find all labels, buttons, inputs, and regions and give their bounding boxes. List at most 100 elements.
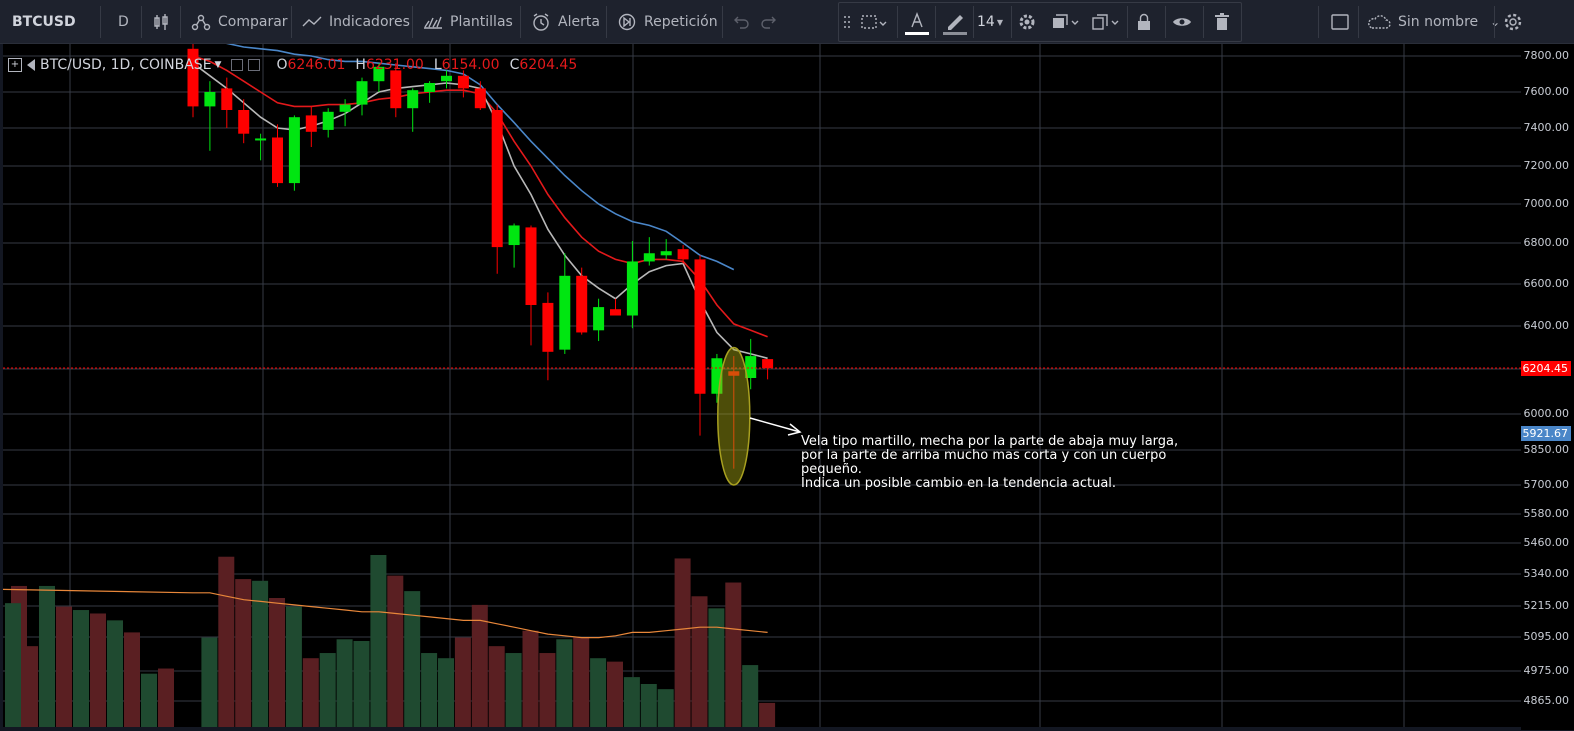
- candle-body: [305, 115, 317, 132]
- visual-order-button[interactable]: [1051, 3, 1081, 41]
- candle-body: [745, 356, 757, 378]
- volume-bar: [657, 689, 674, 727]
- candle-body: [407, 90, 419, 109]
- volume-bar: [319, 653, 336, 727]
- annotation-arrow-head: [787, 423, 802, 436]
- price-axis[interactable]: 7800.00 7600.00 7400.00 7200.00 7000.00 6800.…: [1521, 44, 1574, 730]
- candle-body: [339, 104, 351, 112]
- toolbar-divider: [606, 6, 607, 38]
- volume-bar: [285, 606, 302, 727]
- undo-button[interactable]: [732, 0, 750, 44]
- volume-bar: [90, 613, 106, 727]
- volume-bar: [387, 575, 404, 727]
- legend-settings-icon[interactable]: [248, 59, 261, 71]
- visibility-toggle-icon[interactable]: [231, 59, 244, 71]
- gear-icon: [1504, 13, 1522, 31]
- font-size-value: 14: [977, 14, 995, 30]
- volume-bar: [218, 556, 235, 727]
- undo-icon: [734, 16, 749, 29]
- toolbar-divider: [520, 6, 521, 38]
- delete-button[interactable]: [1213, 3, 1231, 41]
- candle-body: [390, 70, 402, 109]
- pencil-icon: [943, 15, 967, 35]
- series-legend: + BTC/USD, 1D, COINBASE ▼ O 6246.01 H 6231…: [8, 56, 577, 74]
- candle-body: [288, 117, 300, 184]
- chart-type-button[interactable]: [151, 0, 171, 44]
- volume-bar: [107, 620, 123, 727]
- candle-body: [643, 253, 655, 262]
- volume-bar: [39, 585, 55, 727]
- layout-name-button[interactable]: Sin nombre ⌄: [1366, 0, 1500, 44]
- volume-bar: [269, 598, 285, 727]
- volume-bar: [573, 637, 590, 727]
- volume-bar: [5, 603, 21, 727]
- hammer-annotation-text[interactable]: Vela tipo martillo, mecha por la parte d…: [801, 435, 1241, 491]
- text-color-icon: [905, 12, 929, 35]
- toolbar-divider: [1318, 6, 1319, 38]
- volume-bar: [404, 591, 421, 727]
- close-label: C: [509, 57, 520, 73]
- price-axis-tick-label: 5700.00: [1523, 478, 1570, 491]
- low-label: L: [433, 57, 442, 73]
- interval-button[interactable]: D: [118, 0, 129, 44]
- annotation-line: Vela tipo martillo, mecha por la parte d…: [801, 434, 1179, 449]
- candle-body: [694, 259, 706, 394]
- candle-body: [272, 137, 283, 184]
- lock-button[interactable]: [1135, 3, 1153, 41]
- indicators-label: Indicadores: [329, 14, 410, 30]
- candle-body: [238, 110, 250, 134]
- price-chart[interactable]: [2, 37, 1521, 727]
- replay-label: Repetición: [644, 14, 718, 30]
- chevron-down-icon[interactable]: ▼: [214, 60, 222, 70]
- shape-style-button[interactable]: [859, 3, 887, 41]
- alert-button[interactable]: Alerta: [530, 0, 600, 44]
- low-value: 6154.00: [441, 57, 500, 73]
- drag-handle[interactable]: [843, 3, 851, 41]
- crosshair-price-tag: 5921.67: [1521, 425, 1571, 441]
- price-axis-tick-label: 5340.00: [1523, 567, 1570, 580]
- indicators-button[interactable]: Indicadores: [301, 0, 410, 44]
- redo-button[interactable]: [760, 0, 778, 44]
- open-value: 6246.01: [287, 57, 346, 73]
- compare-button[interactable]: Comparar: [190, 0, 288, 44]
- candles-icon: [154, 14, 168, 30]
- symbol-search-button[interactable]: BTCUSD: [12, 0, 76, 44]
- toolbar-divider: [1358, 6, 1359, 38]
- symbol-label: BTCUSD: [12, 14, 76, 30]
- candle-body: [221, 88, 233, 110]
- clone-button[interactable]: [1091, 3, 1121, 41]
- collapse-arrow-icon[interactable]: [27, 59, 35, 71]
- volume-bar: [22, 646, 38, 727]
- settings-button[interactable]: [1017, 3, 1037, 41]
- fullscreen-button[interactable]: [1330, 0, 1350, 44]
- templates-button[interactable]: Plantillas: [422, 0, 513, 44]
- price-axis-tick-label: 4865.00: [1523, 694, 1570, 707]
- chart-pane[interactable]: [2, 37, 1521, 727]
- volume-bar: [158, 668, 174, 727]
- candle-body: [356, 81, 368, 105]
- hide-button[interactable]: [1172, 3, 1192, 41]
- compare-label: Comparar: [218, 14, 288, 30]
- candle-body: [576, 275, 588, 333]
- layout-name-label: Sin nombre: [1398, 14, 1479, 30]
- drag-handle-icon: [844, 16, 850, 28]
- text-color-button[interactable]: [899, 3, 935, 41]
- gear-icon: [1019, 14, 1035, 30]
- alert-clock-icon: [533, 13, 549, 31]
- toolbar-divider: [973, 6, 974, 38]
- volume-ma-line: [2, 588, 768, 639]
- line-color-button[interactable]: [937, 3, 973, 41]
- font-size-button[interactable]: 14 ▼: [977, 3, 1003, 41]
- volume-bar: [124, 632, 140, 727]
- chart-settings-button[interactable]: [1502, 0, 1524, 44]
- volume-bar: [336, 639, 353, 727]
- volume-bar: [708, 608, 725, 727]
- toolbar-divider: [722, 6, 723, 38]
- price-axis-tick-label: 7800.00: [1523, 49, 1570, 62]
- candle-body: [491, 110, 503, 248]
- volume-bar: [438, 658, 454, 727]
- expand-legend-icon[interactable]: +: [8, 58, 22, 72]
- volume-bar: [556, 639, 573, 727]
- replay-button[interactable]: Repetición: [616, 0, 718, 44]
- legend-title[interactable]: BTC/USD, 1D, COINBASE: [40, 57, 212, 73]
